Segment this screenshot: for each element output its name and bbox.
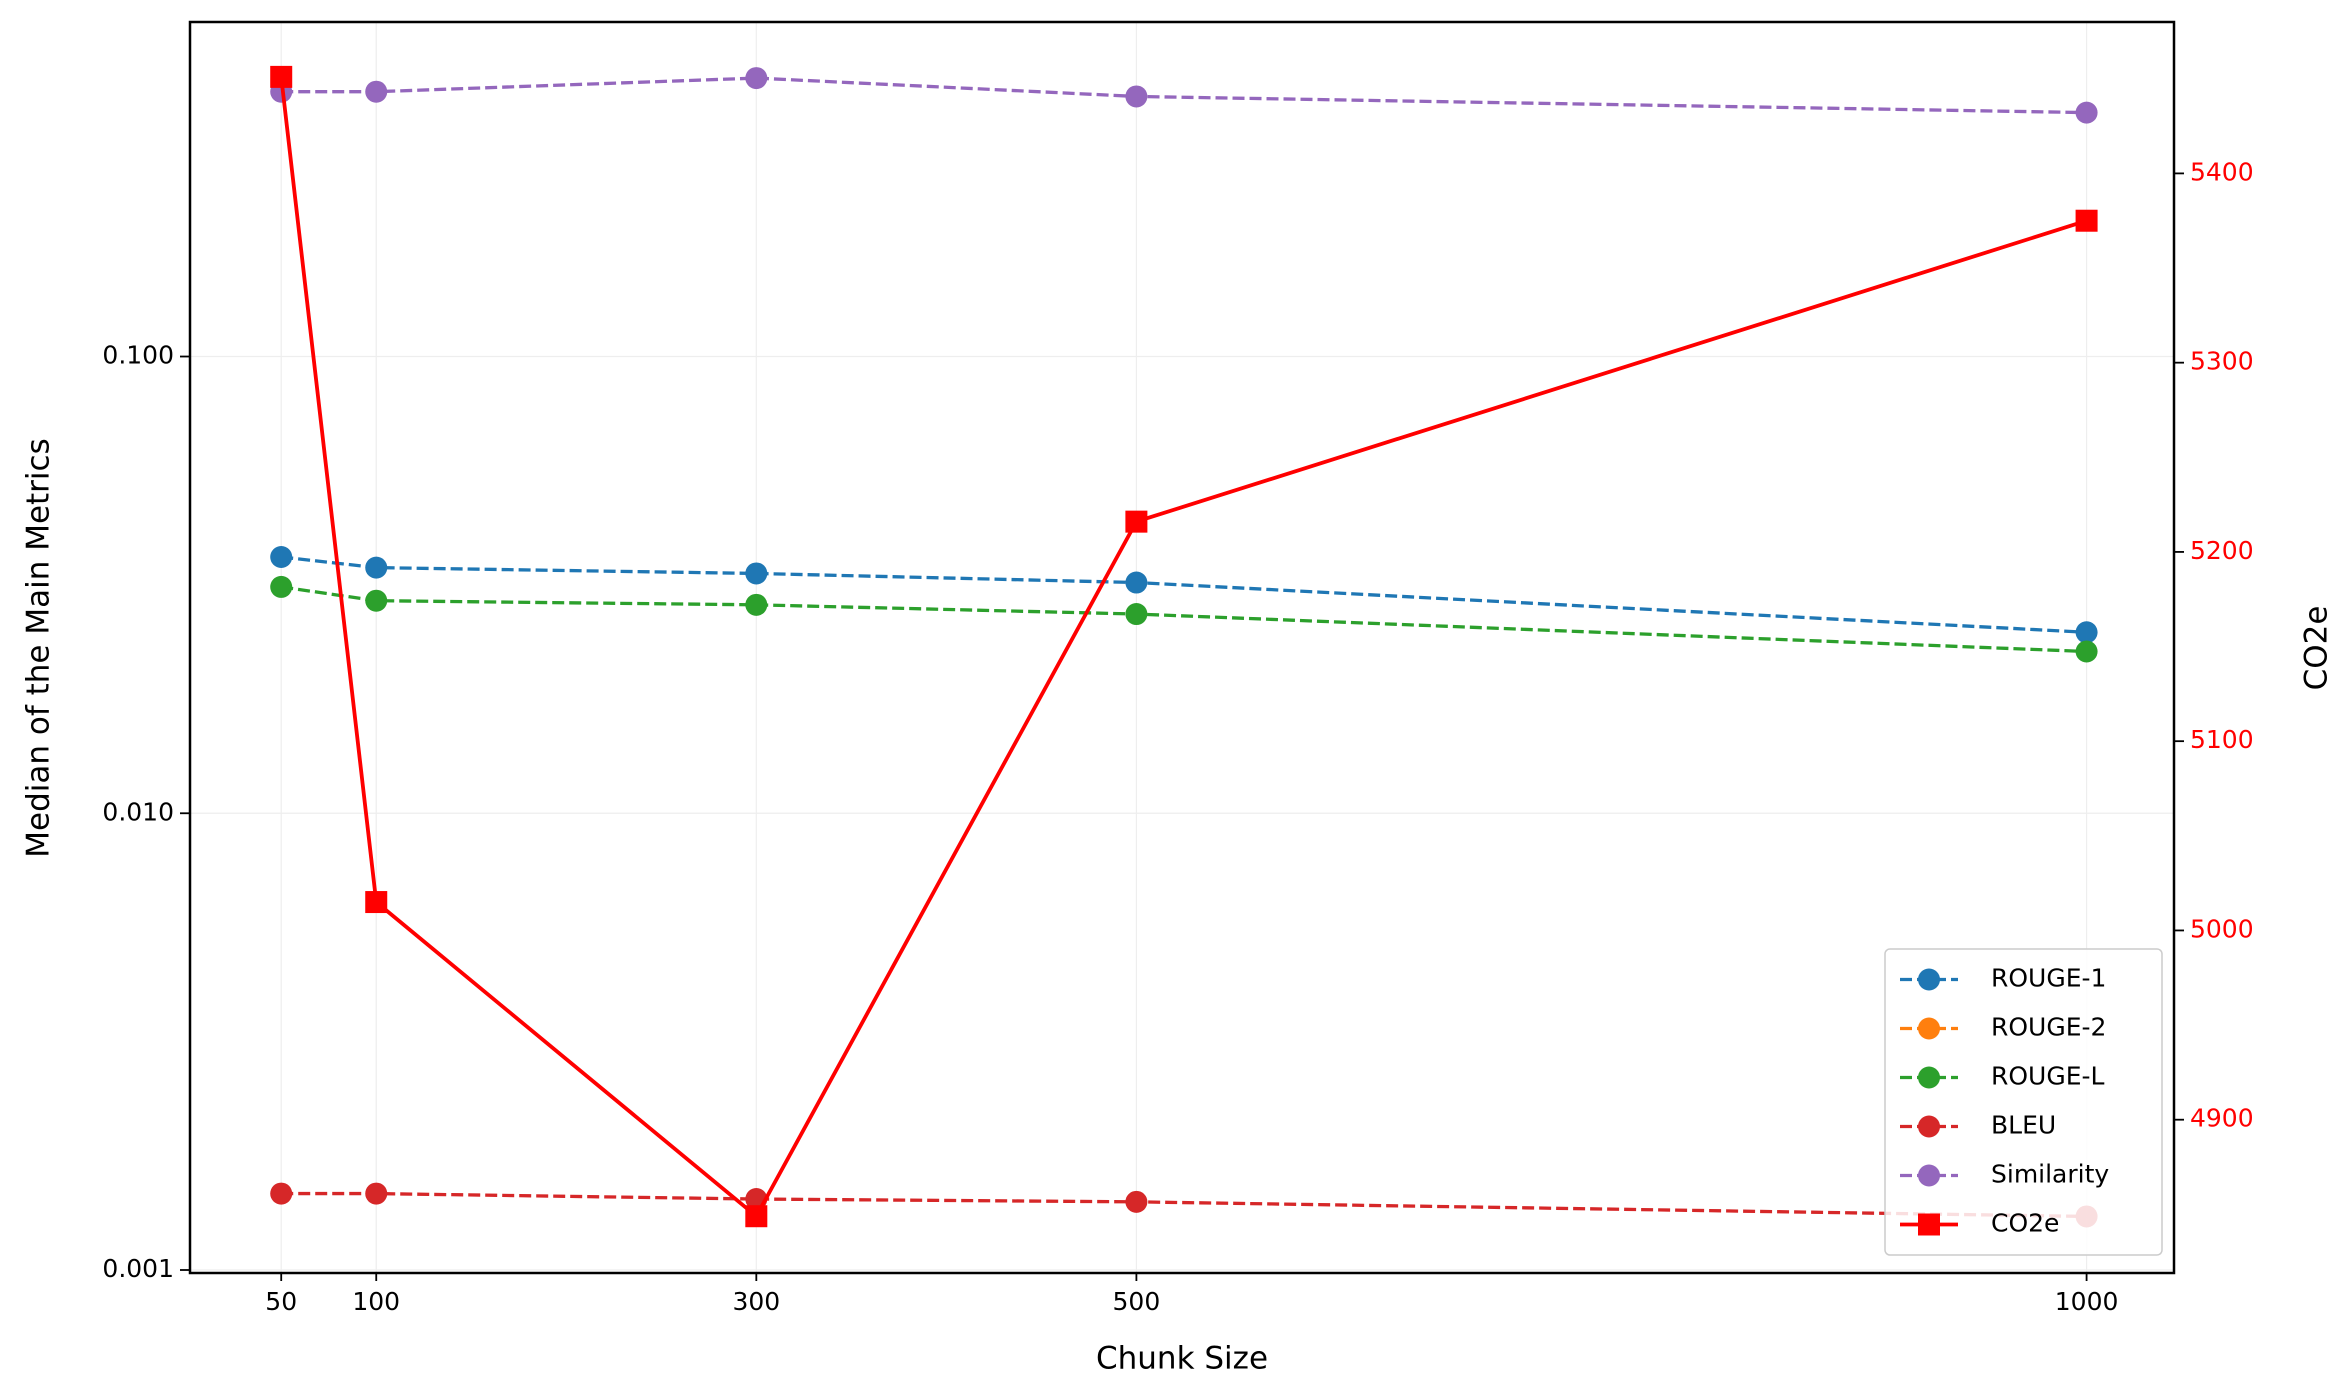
y-tick-label: 0.010 [102,797,174,826]
y2-tick-label: 4900 [2190,1104,2254,1133]
series-line [281,76,2087,115]
marker [745,1205,768,1228]
legend-label: BLEU [1991,1111,2056,1140]
legend-marker [1918,1164,1940,1187]
y2-tick-label: 5200 [2190,536,2254,565]
legend-marker [1918,1115,1940,1138]
y-axis-label: Median of the Main Metrics [21,438,57,857]
plot-frame [188,20,2176,1275]
legend-label: ROUGE-L [1991,1062,2105,1091]
y2-axis-label: CO2e [2299,606,2335,691]
marker [270,65,293,88]
legend-label: CO2e [1991,1209,2059,1238]
y-tick-label: 0.001 [102,1254,174,1283]
marker [365,1182,388,1205]
x-tick-label: 100 [352,1287,400,1316]
marker [745,593,768,616]
y2-tick-label: 5000 [2190,914,2254,943]
legend-label: ROUGE-2 [1991,1013,2106,1042]
legend-label: Similarity [1991,1160,2109,1189]
marker [2075,640,2098,663]
marker [365,891,388,914]
marker [1125,85,1148,108]
marker [1125,603,1148,626]
marker [365,80,388,103]
legend-marker [1918,1213,1940,1236]
marker [2075,621,2098,644]
series-line [281,555,2087,634]
marker [1125,510,1148,533]
legend-label: ROUGE-1 [1991,964,2106,993]
x-tick-label: 300 [732,1287,780,1316]
x-axis-label: Chunk Size [1096,1341,1268,1377]
legend-marker [1918,1066,1940,1089]
x-tick-label: 50 [265,1287,297,1316]
marker [270,545,293,568]
marker [270,575,293,598]
y-tick-label: 0.100 [102,341,174,370]
marker [745,562,768,585]
legend-box [1884,948,2163,1256]
y2-tick-label: 5400 [2190,157,2254,186]
legend-marker [1918,1017,1940,1040]
marker [745,67,768,90]
marker [365,589,388,612]
x-tick-label: 500 [1113,1287,1161,1316]
marker [270,1182,293,1205]
x-tick-label: 1000 [2055,1287,2119,1316]
marker [365,556,388,579]
y2-tick-label: 5300 [2190,347,2254,376]
marker [2075,101,2098,124]
marker [1125,1190,1148,1213]
marker [1125,571,1148,594]
legend-marker [1918,968,1940,991]
marker [2075,209,2098,232]
y2-tick-label: 5100 [2190,725,2254,754]
series-line [281,1191,2087,1219]
series-line [279,76,2088,1220]
